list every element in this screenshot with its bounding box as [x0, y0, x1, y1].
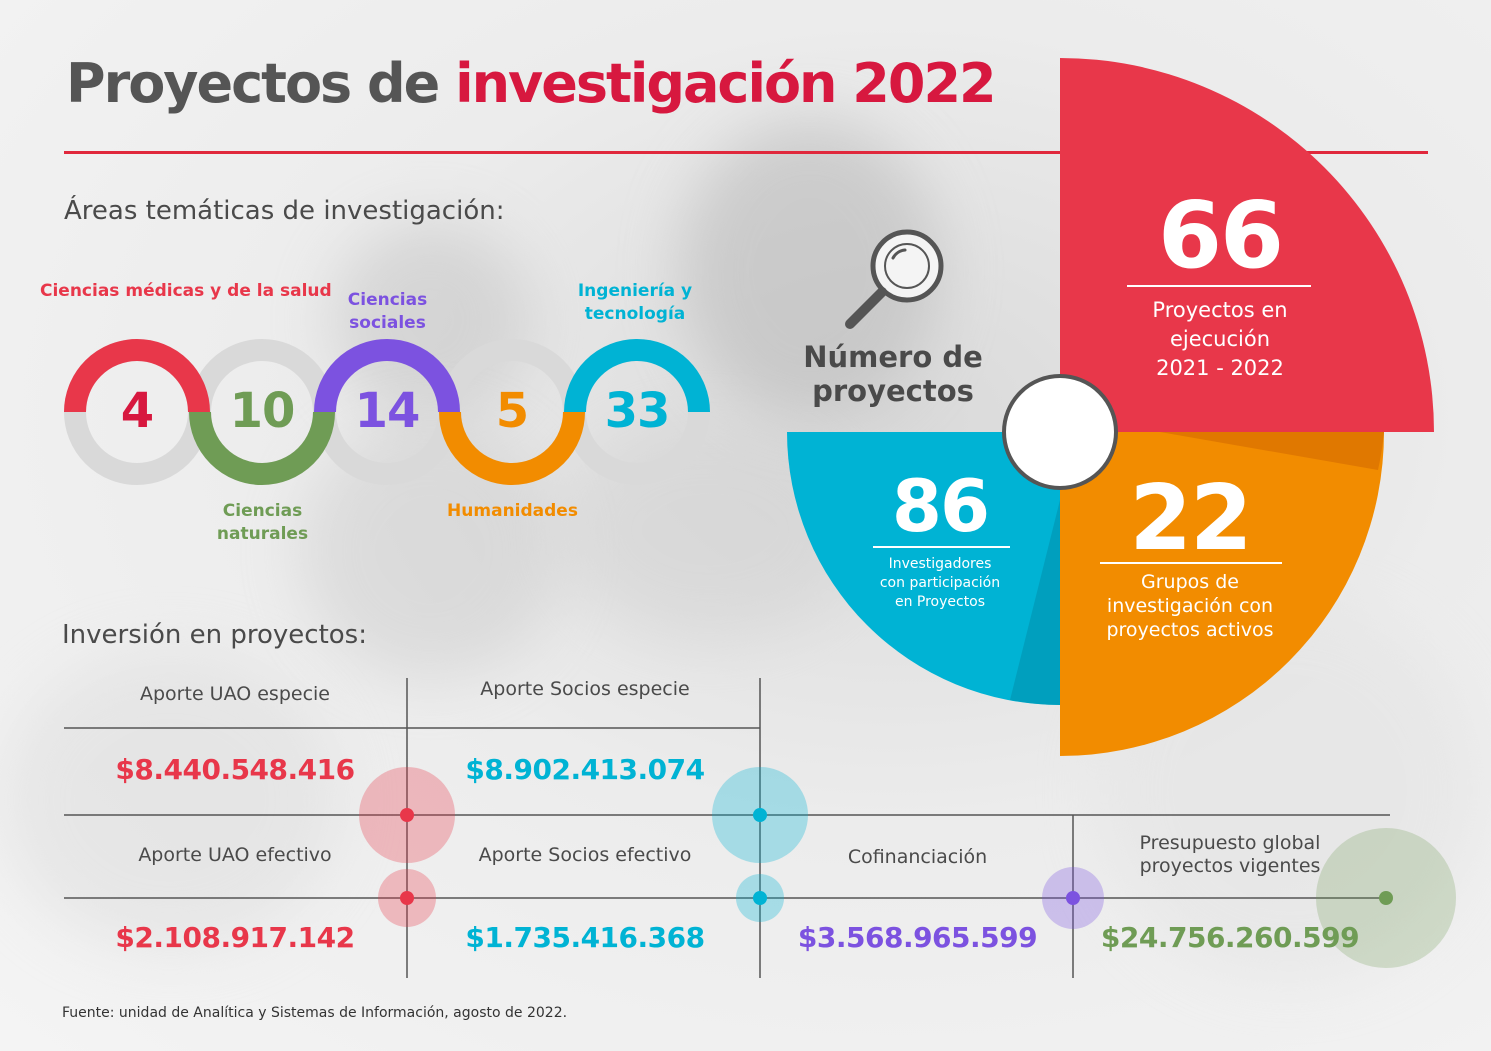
kpi-grupos-label-line3: proyectos activos: [1106, 619, 1274, 641]
area-value-ingenieria: 33: [604, 383, 671, 439]
kpi-investigadores-label-line1: Investigadores: [888, 556, 992, 572]
area-value-sociales: 14: [354, 383, 421, 439]
inv-value-presupuesto: $24.756.260.599: [1100, 921, 1360, 954]
inv-value-uao-especie: $8.440.548.416: [115, 753, 355, 786]
kpi-ejecucion-value: 66: [1157, 182, 1284, 289]
inv-label-socios-especie: Aporte Socios especie: [480, 678, 690, 700]
inv-value-socios-efectivo: $1.735.416.368: [465, 921, 705, 954]
pie-slice-investigadores: [787, 432, 1060, 705]
kpi-investigadores-rule: [873, 546, 1010, 548]
title-accent: investigación 2022: [455, 52, 996, 115]
area-value-naturales: 10: [229, 383, 296, 439]
inv-label-uao-especie: Aporte UAO especie: [140, 683, 330, 705]
pie-center-ring: [1002, 374, 1118, 490]
inv-value-uao-efectivo: $2.108.917.142: [115, 921, 355, 954]
inv-value-socios-especie: $8.902.413.074: [465, 753, 705, 786]
title-prefix: Proyectos de: [66, 52, 440, 115]
investment-heading: Inversión en proyectos:: [62, 620, 367, 650]
pie-slice-grupos-shade: [1160, 432, 1384, 470]
kpi-grupos-label-line2: investigación con: [1106, 595, 1274, 617]
areas-heading: Áreas temáticas de investigación:: [64, 196, 505, 226]
area-label-naturales: Ciencias naturales: [216, 501, 309, 544]
kpi-investigadores-label-line3: en Proyectos: [894, 594, 986, 610]
magnifier-icon: [845, 229, 944, 329]
kpi-grupos-value: 22: [1129, 466, 1252, 571]
inv-label-presupuesto-line1: Presupuesto global: [1139, 832, 1321, 854]
kpi-ejecucion-rule: [1127, 285, 1311, 287]
ring-arc-sociales: [314, 339, 460, 413]
inv-label-presupuesto: Presupuesto global proyectos vigentes: [1105, 832, 1355, 878]
inv-label-uao-efectivo: Aporte UAO efectivo: [138, 844, 332, 866]
projects-heading: Número de proyectos: [803, 340, 983, 408]
area-label-sociales: Ciencias sociales: [347, 290, 428, 333]
inv-label-cofinanciacion: Cofinanciación: [847, 846, 988, 868]
kpi-ejecucion-label: Proyectos en ejecución 2021 - 2022: [1120, 296, 1320, 383]
ring-arc-humanidades: [439, 411, 585, 485]
ring-arc-medicas: [64, 339, 210, 413]
marker-dot-socios-especie: [753, 808, 767, 822]
source-note: Fuente: unidad de Analítica y Sistemas d…: [62, 1005, 568, 1021]
marker-dot-socios-efectivo: [753, 891, 767, 905]
pie-slice-ejecucion: [1060, 58, 1434, 432]
kpi-investigadores-label: Investigadores con participación en Proy…: [855, 555, 1025, 612]
area-value-humanidades: 5: [495, 383, 529, 439]
kpi-grupos-rule: [1100, 562, 1282, 564]
title-divider: [64, 151, 1428, 154]
marker-dot-uao-efectivo: [400, 891, 414, 905]
area-label-humanidades: Humanidades: [447, 501, 578, 521]
kpi-ejecucion-label-line3: 2021 - 2022: [1156, 356, 1284, 380]
kpi-grupos-label-line1: Grupos de: [1141, 571, 1239, 593]
marker-dot-uao-especie: [400, 808, 414, 822]
inv-value-cofinanciacion: $3.568.965.599: [797, 921, 1038, 954]
kpi-ejecucion-label-line1: Proyectos en: [1152, 298, 1288, 322]
pie-slice-investigadores-shade: [1010, 500, 1060, 705]
kpi-investigadores-value: 86: [891, 464, 990, 548]
marker-dot-cofinanciacion: [1066, 891, 1080, 905]
area-label-ingenieria: Ingeniería y tecnología: [577, 281, 693, 324]
page-title: Proyectos de investigación 2022: [66, 52, 997, 115]
ring-arc-ingenieria: [564, 339, 710, 413]
marker-dot-presupuesto: [1379, 891, 1393, 905]
inv-label-socios-efectivo: Aporte Socios efectivo: [478, 844, 692, 866]
ring-arc-naturales: [189, 411, 335, 485]
kpi-grupos-label: Grupos de investigación con proyectos ac…: [1090, 570, 1290, 642]
pie-slice-grupos: [1060, 432, 1384, 756]
kpi-ejecucion-label-line2: ejecución: [1169, 327, 1271, 351]
inv-label-presupuesto-line2: proyectos vigentes: [1139, 855, 1321, 877]
area-value-medicas: 4: [120, 383, 154, 439]
kpi-investigadores-label-line2: con participación: [879, 575, 1001, 591]
